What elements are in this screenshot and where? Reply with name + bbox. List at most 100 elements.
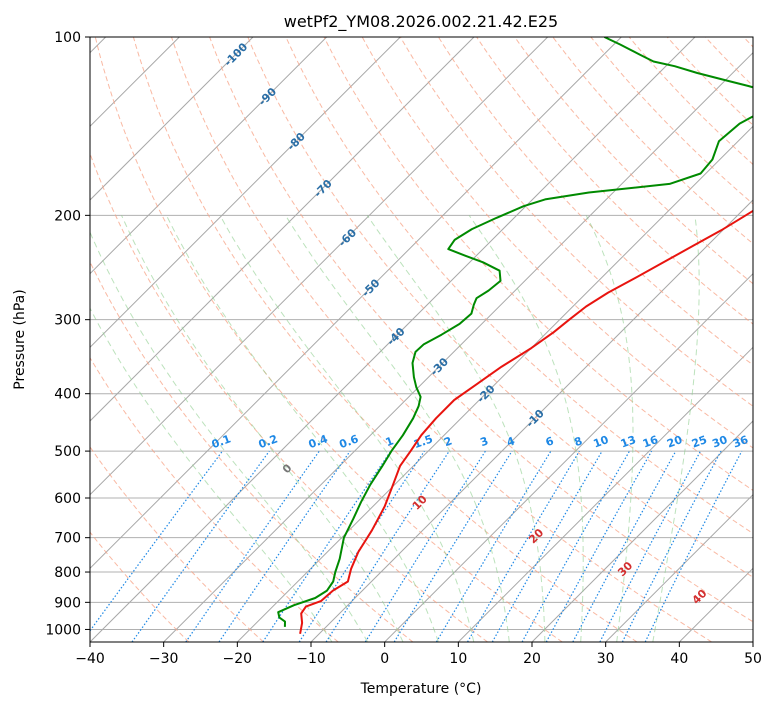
mixing-ratio-label: 2 [442, 434, 454, 449]
mixing-ratio-label: 3 [478, 434, 490, 449]
isotherm-line [90, 37, 622, 570]
x-tick-label: −30 [149, 651, 179, 667]
y-tick-label: 800 [54, 565, 81, 581]
moist-adiabat-line [585, 215, 634, 642]
moist-adiabat-line [165, 215, 439, 642]
moist-adiabat-line [652, 215, 700, 642]
moist-adiabat-line [366, 215, 546, 642]
dry-adiabat-line [90, 531, 190, 642]
mixing-ratio-label: 1 [384, 434, 396, 449]
chart-title: wetPf2_YM08.2026.002.21.42.E25 [284, 12, 558, 32]
isotherm-line [605, 493, 753, 642]
isotherm-line [90, 37, 401, 349]
mixing-ratio-label: 20 [665, 433, 684, 451]
dry-adiabat-line [94, 37, 563, 642]
mixing-ratio-label: 13 [619, 433, 638, 450]
isotherm-line [384, 272, 753, 642]
mixing-ratio-line [644, 450, 743, 642]
isotherm-line [236, 125, 753, 642]
x-tick-label: 30 [597, 651, 615, 667]
x-tick-label: −40 [75, 651, 105, 667]
axis-ticks: −40 −30 −20 −10 0 10 20 30 40 5010020030040050060… [45, 30, 762, 667]
y-tick-label: 400 [54, 387, 81, 403]
x-tick-label: 40 [670, 651, 688, 667]
mixing-ratio-line [90, 450, 223, 632]
y-tick-label: 700 [54, 531, 81, 547]
mixing-ratio-label: 0.6 [338, 432, 361, 451]
moist-adiabat-line [90, 307, 333, 642]
x-tick-label: 50 [744, 651, 762, 667]
isotherm-line [90, 37, 254, 201]
isotherm-line [90, 37, 328, 275]
x-tick-label: −20 [223, 651, 253, 667]
mixing-ratio-line [325, 450, 450, 642]
profile-lines [277, 37, 753, 634]
y-tick-label: 1000 [45, 622, 81, 638]
dry-adiabat-line [90, 356, 339, 642]
y-tick-label: 900 [54, 595, 81, 611]
temperature-profile-line [299, 209, 753, 634]
mixing-ratio-line [521, 450, 631, 642]
mixing-ratio-label: 8 [572, 434, 584, 449]
mixing-ratio-label: 10 [592, 433, 611, 451]
dry-adiabat-line [361, 37, 753, 449]
dry-adiabat-line [323, 37, 753, 491]
y-tick-label: 600 [54, 491, 81, 507]
dry-adiabat-line [552, 37, 753, 245]
isotherm-line [457, 346, 753, 642]
y-tick-label: 200 [54, 208, 81, 224]
mixing-ratio-line [298, 450, 425, 642]
mixing-ratio-label: 0.2 [257, 432, 280, 451]
background-lines [90, 37, 753, 642]
moist-adiabat-line [90, 231, 369, 642]
mixing-ratio-line [364, 450, 486, 642]
dry-adiabat-line [476, 37, 753, 325]
mixing-ratio-line [545, 450, 653, 642]
moist-adiabat-line [468, 215, 584, 642]
moist-adiabat-line [121, 215, 404, 642]
isotherm-line [90, 37, 475, 422]
x-tick-label: −10 [296, 651, 326, 667]
mixing-ratio-line [572, 450, 677, 642]
mixing-ratio-label: 36 [731, 433, 750, 451]
dry-adiabat-line [437, 37, 753, 366]
mixing-ratio-line [393, 450, 513, 642]
mixing-ratio-line [435, 450, 552, 642]
x-tick-label: 10 [449, 651, 467, 667]
plot-frame [89, 36, 754, 643]
y-tick-label: 300 [54, 313, 81, 329]
mixing-ratio-label: 0.4 [307, 432, 330, 451]
y-tick-label: 100 [54, 30, 81, 46]
mixing-ratio-label: 16 [641, 433, 660, 451]
mixing-ratio-line [262, 450, 392, 642]
isotherm-line [90, 37, 549, 496]
isotherm-line [90, 37, 696, 642]
x-tick-label: 20 [523, 651, 541, 667]
dewpoint-profile-line [277, 37, 753, 627]
x-axis-label: Temperature (°C) [360, 681, 482, 697]
y-tick-label: 500 [54, 444, 81, 460]
mixing-ratio-label: 0.1 [210, 432, 233, 451]
y-axis-label: Pressure (hPa) [12, 289, 28, 389]
mixing-ratio-line [599, 450, 702, 642]
mixing-ratio-label: 25 [690, 433, 709, 450]
isotherm-line [531, 420, 753, 642]
isotherm-line [163, 51, 753, 642]
dry-adiabat-line [132, 37, 638, 642]
dry-adiabat-line [171, 37, 712, 642]
dry-adiabat-line [590, 37, 753, 205]
mixing-ratio-label: 4 [505, 434, 517, 449]
moist-adiabat-line [285, 215, 510, 642]
x-tick-label: 0 [380, 651, 389, 667]
dry-adiabat-line [285, 37, 753, 535]
dry-adiabat-line [209, 37, 753, 623]
mixing-ratio-label: 1.5 [412, 432, 435, 451]
mixing-ratio-line [131, 450, 270, 642]
mixing-ratio-label: 6 [544, 434, 556, 449]
mixing-ratio-label: 30 [710, 433, 729, 451]
moist-adiabat-line [219, 215, 475, 642]
mixing-ratio-line [621, 450, 722, 642]
mixing-ratio-line [218, 450, 351, 642]
mixing-ratio-line [185, 450, 320, 642]
